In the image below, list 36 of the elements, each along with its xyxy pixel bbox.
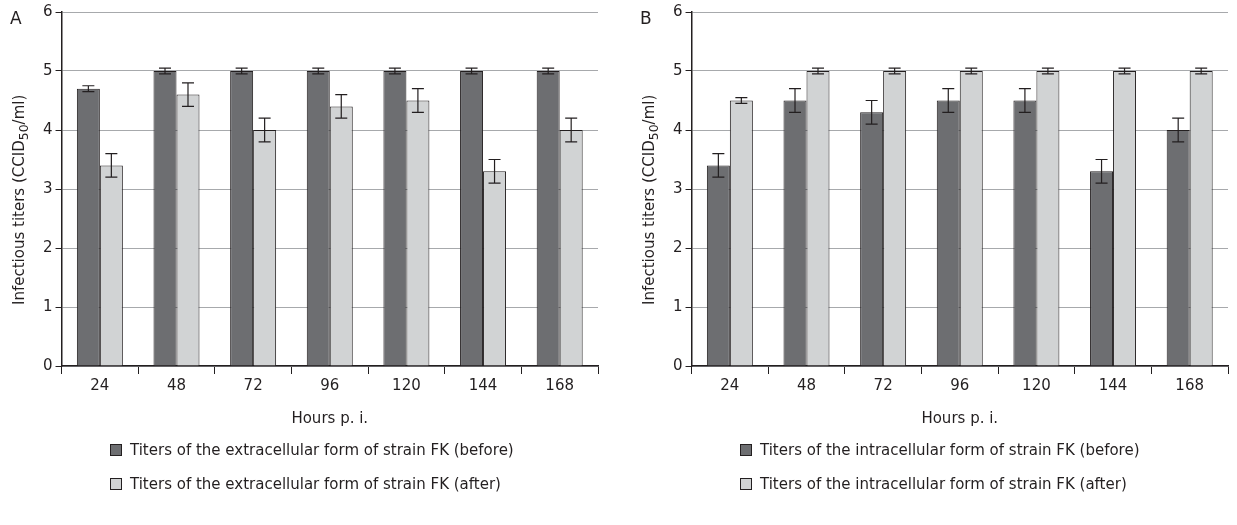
x-tick-label: 120 (392, 375, 421, 394)
y-tick-label: 3 (43, 178, 53, 197)
x-tick-label: 48 (796, 375, 817, 394)
chart-title: B (640, 8, 652, 28)
y-tick-label: 1 (673, 296, 683, 315)
y-tick-label: 0 (673, 355, 683, 374)
x-tick-label: 48 (166, 375, 187, 394)
legend-label: Titers of the intracellular form of strain FK (before) (760, 441, 1140, 459)
y-tick-label: 2 (673, 237, 683, 256)
x-tick-label: 168 (545, 375, 574, 394)
chart-title: A (10, 8, 22, 28)
x-tick-label: 120 (1022, 375, 1051, 394)
y-tick-label: 4 (43, 119, 53, 138)
x-tick-label: 168 (1175, 375, 1204, 394)
x-tick-label: 24 (90, 375, 110, 394)
x-axis-title: Hours p. i. (291, 408, 369, 427)
y-tick-label: 6 (43, 1, 53, 20)
y-tick-label: 1 (43, 296, 53, 315)
y-tick-label: 5 (673, 60, 683, 79)
y-tick-label: 5 (43, 60, 53, 79)
y-tick-label: 0 (43, 355, 53, 374)
legend-label: Titers of the intracellular form of strain FK (after) (760, 475, 1127, 493)
x-tick-label: 72 (873, 375, 893, 394)
x-tick-label: 24 (720, 375, 740, 394)
x-axis-title: Hours p. i. (921, 408, 999, 427)
x-tick-label: 96 (950, 375, 970, 394)
x-tick-label: 72 (243, 375, 263, 394)
x-tick-label: 144 (468, 375, 498, 394)
legend-label: Titers of the extracellular form of strain FK (after) (130, 475, 501, 493)
x-tick-label: 96 (320, 375, 340, 394)
y-tick-label: 3 (673, 178, 683, 197)
y-tick-label: 2 (43, 237, 53, 256)
y-tick-label: 6 (673, 1, 683, 20)
y-tick-label: 4 (673, 119, 683, 138)
x-tick-label: 144 (1098, 375, 1128, 394)
legend-label: Titers of the extracellular form of strain FK (before) (130, 441, 514, 459)
